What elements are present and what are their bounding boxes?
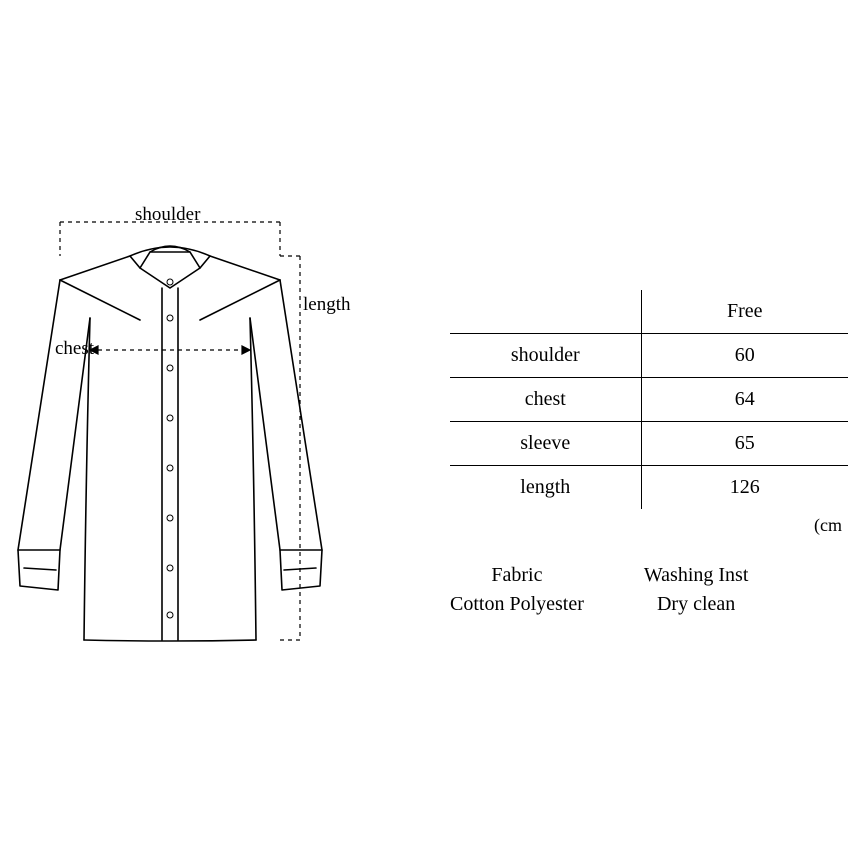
wash-value: Dry clean bbox=[644, 593, 749, 616]
wash-label: Washing Inst bbox=[644, 564, 749, 587]
size-table-corner bbox=[450, 290, 641, 334]
label-chest: chest bbox=[55, 338, 94, 360]
row-label: length bbox=[450, 466, 641, 510]
meta-block: Fabric Cotton Polyester Washing Inst Dry… bbox=[450, 564, 848, 616]
row-label: chest bbox=[450, 378, 641, 422]
row-value: 126 bbox=[641, 466, 848, 510]
fabric-value: Cotton Polyester bbox=[450, 593, 584, 616]
row-label: sleeve bbox=[450, 422, 641, 466]
fabric-label: Fabric bbox=[450, 564, 584, 587]
row-value: 64 bbox=[641, 378, 848, 422]
size-table-wrap: Free shoulder 60 chest 64 sleeve 65 leng… bbox=[450, 290, 848, 616]
label-shoulder: shoulder bbox=[135, 204, 200, 226]
size-table: Free shoulder 60 chest 64 sleeve 65 leng… bbox=[450, 290, 848, 509]
shirt-diagram: shoulder chest length bbox=[0, 210, 340, 670]
fabric-col: Fabric Cotton Polyester bbox=[450, 564, 584, 616]
row-value: 60 bbox=[641, 334, 848, 378]
size-chart-stage: shoulder chest length Free shoulder 60 c… bbox=[0, 0, 848, 848]
row-value: 65 bbox=[641, 422, 848, 466]
shirt-svg bbox=[0, 210, 340, 670]
unit-label: (cm bbox=[450, 515, 848, 536]
size-table-header: Free bbox=[641, 290, 848, 334]
row-label: shoulder bbox=[450, 334, 641, 378]
wash-col: Washing Inst Dry clean bbox=[644, 564, 749, 616]
label-length: length bbox=[303, 294, 351, 316]
